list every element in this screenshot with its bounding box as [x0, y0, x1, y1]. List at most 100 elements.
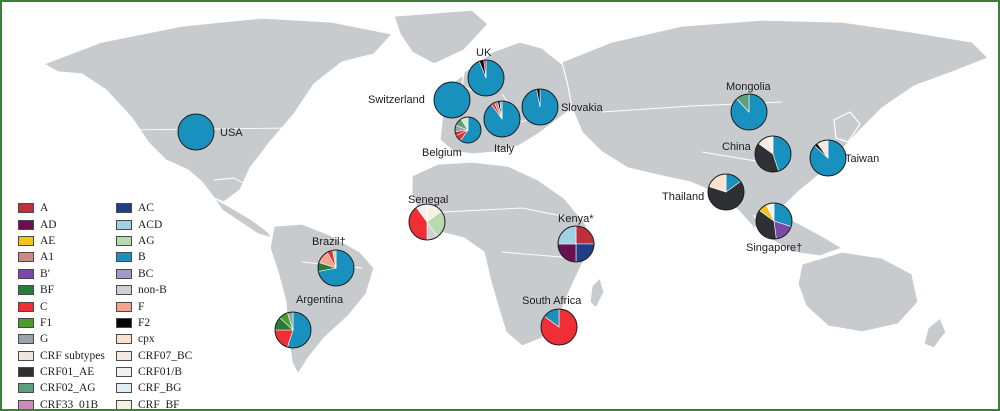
- pie-taiwan[interactable]: [809, 139, 847, 177]
- legend-swatch: [18, 268, 34, 279]
- pie-belgium[interactable]: [454, 116, 482, 144]
- pie-outline: [454, 116, 482, 144]
- asia: [561, 19, 990, 229]
- legend-column-1: A AD AE A1 B′ BF C F1 G CRF subtypes CRF01_AE CRF02…: [18, 200, 105, 409]
- legend-label: cpx: [138, 333, 155, 346]
- legend-label: C: [40, 300, 48, 313]
- pie-mongolia[interactable]: [730, 93, 768, 131]
- legend-label: CRF02_AG: [40, 382, 96, 395]
- label-italy: Italy: [494, 143, 515, 155]
- legend-item: CRF01/B: [116, 364, 281, 380]
- legend-swatch: [18, 252, 34, 263]
- legend-label: G: [40, 333, 49, 346]
- pie-outline: [540, 308, 578, 346]
- pie-china[interactable]: [754, 135, 792, 173]
- legend-swatch: [116, 399, 132, 409]
- pie-outline: [177, 113, 215, 151]
- legend-label: CRF01/B: [138, 366, 183, 379]
- continents: [42, 9, 990, 376]
- pie-outline: [730, 93, 768, 131]
- legend-item: CRF subtypes: [18, 348, 105, 364]
- pie-slovakia[interactable]: [521, 88, 559, 126]
- legend-item: BF: [18, 282, 105, 298]
- legend-item: A: [18, 200, 105, 216]
- pie-charts: [177, 59, 847, 349]
- legend-item: CRF01_AE: [18, 364, 105, 380]
- legend-item: non-B: [116, 282, 281, 298]
- legend-swatch: [18, 383, 34, 394]
- legend-swatch: [116, 301, 132, 312]
- legend-swatch: [18, 203, 34, 214]
- legend-item: G: [18, 331, 105, 347]
- legend-label: F1: [40, 316, 53, 329]
- label-switzerland: Switzerland: [368, 94, 425, 106]
- pie-kenya[interactable]: [557, 225, 595, 263]
- pie-outline: [467, 59, 505, 97]
- legend-item: cpx: [116, 331, 281, 347]
- legend-label: AG: [138, 234, 155, 247]
- pie-senegal[interactable]: [408, 203, 446, 241]
- pie-outline: [557, 225, 595, 263]
- subtype-legend: A AD AE A1 B′ BF C F1 G CRF subtypes CRF01_AE CRF02…: [18, 200, 318, 409]
- pie-outline: [809, 139, 847, 177]
- pie-south-africa[interactable]: [540, 308, 578, 346]
- legend-label: A1: [40, 251, 55, 264]
- label-slovakia: Slovakia: [561, 102, 603, 114]
- legend-item: AC: [116, 200, 281, 216]
- legend-swatch: [18, 399, 34, 409]
- label-belgium: Belgium: [422, 147, 462, 159]
- legend-label: CRF01_AE: [40, 366, 95, 379]
- north-america: [42, 17, 394, 203]
- pie-usa[interactable]: [177, 113, 215, 151]
- legend-label: AE: [40, 234, 56, 247]
- madagascar: [589, 276, 605, 310]
- legend-label: F2: [138, 316, 151, 329]
- legend-swatch: [116, 285, 132, 296]
- legend-item: A1: [18, 249, 105, 265]
- legend-label: A: [40, 202, 49, 215]
- legend-swatch: [18, 285, 34, 296]
- country-labels: USA UK Switzerland Belgium Italy Slovaki…: [220, 47, 879, 307]
- pie-italy[interactable]: [483, 100, 521, 138]
- pie-switzerland[interactable]: [433, 81, 471, 119]
- australia: [797, 251, 919, 333]
- japan: [833, 111, 861, 143]
- legend-item: C: [18, 298, 105, 314]
- new-zealand: [923, 317, 947, 349]
- legend-item: BC: [116, 266, 281, 282]
- label-brazil: Brazil†: [312, 236, 346, 248]
- pie-uk[interactable]: [467, 59, 505, 97]
- pie-outline: [483, 100, 521, 138]
- pie-argentina[interactable]: [274, 311, 312, 349]
- legend-label: CRF_BG: [138, 382, 182, 395]
- label-senegal: Senegal: [408, 194, 448, 206]
- pie-brazil[interactable]: [317, 249, 355, 287]
- label-taiwan: Taiwan: [845, 153, 879, 165]
- legend-label: AC: [138, 202, 154, 215]
- legend-swatch: [116, 383, 132, 394]
- legend-label: F: [138, 300, 145, 313]
- legend-swatch: [18, 219, 34, 230]
- legend-item: F1: [18, 315, 105, 331]
- pie-outline: [755, 202, 793, 240]
- legend-item: ACD: [116, 216, 281, 232]
- pie-thailand[interactable]: [707, 173, 745, 211]
- legend-label: CRF subtypes: [40, 349, 105, 362]
- legend-label: non-B: [138, 284, 167, 297]
- legend-swatch: [116, 268, 132, 279]
- label-usa: USA: [220, 127, 243, 139]
- legend-label: BF: [40, 284, 55, 297]
- pie-singapore[interactable]: [755, 202, 793, 240]
- pie-outline: [754, 135, 792, 173]
- legend-swatch: [116, 317, 132, 328]
- legend-item: B: [116, 249, 281, 265]
- legend-item: AD: [18, 216, 105, 232]
- label-singapore: Singapore†: [746, 242, 802, 254]
- legend-swatch: [18, 334, 34, 345]
- legend-item: CRF_BG: [116, 380, 281, 396]
- pie-outline: [408, 203, 446, 241]
- legend-swatch: [18, 301, 34, 312]
- legend-swatch: [116, 235, 132, 246]
